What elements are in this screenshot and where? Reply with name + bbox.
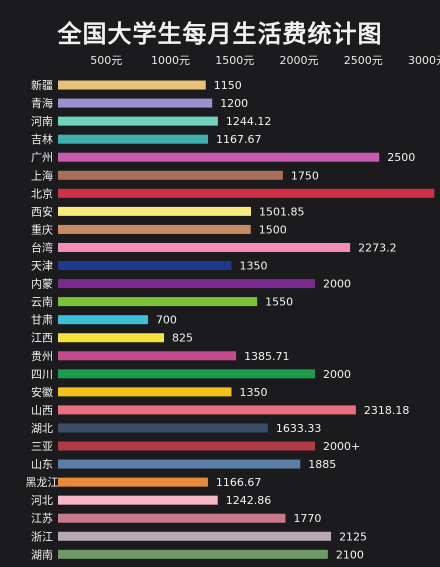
bar: [58, 170, 283, 180]
category-label: 黑龙江: [26, 476, 59, 489]
bar: [58, 80, 206, 90]
data-label: 1150: [214, 79, 242, 92]
data-label: 2318.18: [364, 404, 410, 417]
data-label: 1350: [239, 386, 267, 399]
bar: [58, 98, 213, 108]
data-label: 825: [172, 332, 193, 345]
chart-title: 全国大学生每月生活费统计图: [57, 20, 383, 48]
x-tick-label: 3000元: [408, 54, 440, 67]
data-label: 2500: [387, 151, 415, 164]
data-label: 1385.71: [244, 350, 289, 363]
bar: [58, 279, 315, 289]
category-label: 湖北: [31, 422, 53, 435]
data-label: 1242.86: [226, 494, 272, 507]
category-label: 安徽: [31, 385, 53, 399]
category-label: 北京: [31, 186, 53, 200]
bar: [58, 531, 332, 541]
category-label: 山东: [31, 458, 53, 471]
data-label: 1770: [293, 512, 321, 525]
category-label: 青海: [31, 96, 53, 110]
data-label: 1500: [259, 223, 287, 236]
category-label: 江苏: [31, 512, 53, 525]
bar: [58, 387, 232, 397]
data-label: 1167.67: [216, 133, 262, 146]
data-label: 1750: [291, 169, 319, 182]
bar: [58, 423, 268, 433]
bar: [58, 116, 218, 126]
bar: [58, 224, 251, 234]
bar: [58, 459, 301, 469]
data-label: 2100: [336, 548, 364, 561]
category-label: 内蒙: [31, 277, 53, 291]
category-label: 天津: [31, 260, 53, 273]
bar: [58, 242, 351, 252]
bar: [58, 315, 148, 325]
bar: [58, 297, 258, 307]
category-label: 重庆: [31, 222, 53, 236]
data-label: 1350: [239, 260, 267, 273]
data-label: 2000: [323, 278, 351, 291]
bar: [58, 441, 315, 451]
bar: [58, 206, 251, 216]
category-label: 江西: [31, 332, 53, 345]
data-label: 1633.33: [276, 422, 322, 435]
category-label: 河北: [31, 494, 53, 507]
category-label: 三亚: [31, 440, 53, 453]
category-label: 上海: [31, 168, 53, 182]
category-label: 浙江: [31, 530, 53, 543]
bar: [58, 369, 315, 379]
data-label: 2273.2: [358, 241, 397, 254]
x-tick-label: 2500元: [344, 54, 383, 67]
data-label: 2000+: [323, 440, 360, 453]
data-label: 1200: [220, 97, 248, 110]
data-label: 1501.85: [259, 205, 305, 218]
data-label: 2000: [323, 368, 351, 381]
category-label: 新疆: [31, 78, 53, 92]
category-label: 河南: [31, 115, 53, 128]
bar: [58, 477, 208, 487]
category-label: 贵州: [31, 350, 53, 363]
bar: [58, 188, 435, 198]
data-label: 1166.67: [216, 476, 262, 489]
category-label: 湖南: [31, 548, 53, 561]
data-label: 2125: [339, 530, 367, 543]
category-label: 台湾: [31, 240, 53, 254]
bar: [58, 495, 218, 505]
category-label: 四川: [31, 368, 53, 381]
bar: [58, 549, 328, 559]
category-label: 吉林: [31, 132, 53, 146]
x-tick-label: 1000元: [151, 54, 190, 67]
category-label: 西安: [31, 204, 53, 218]
bar: [58, 333, 165, 343]
bar: [58, 351, 237, 361]
x-tick-label: 2000元: [280, 54, 319, 67]
data-label: 700: [156, 314, 177, 327]
bar: [58, 261, 232, 271]
bar: [58, 152, 380, 162]
bar: [58, 134, 209, 144]
category-label: 广州: [31, 151, 53, 164]
category-label: 云南: [31, 296, 53, 309]
category-label: 甘肃: [31, 314, 53, 327]
data-label: 1244.12: [226, 115, 272, 128]
data-label: 1885: [308, 458, 336, 471]
x-tick-label: 1500元: [215, 54, 254, 67]
bar: [58, 513, 286, 523]
data-label: 1550: [265, 296, 293, 309]
category-label: 山西: [31, 404, 53, 417]
bar: [58, 405, 356, 415]
x-tick-label: 500元: [90, 54, 122, 67]
